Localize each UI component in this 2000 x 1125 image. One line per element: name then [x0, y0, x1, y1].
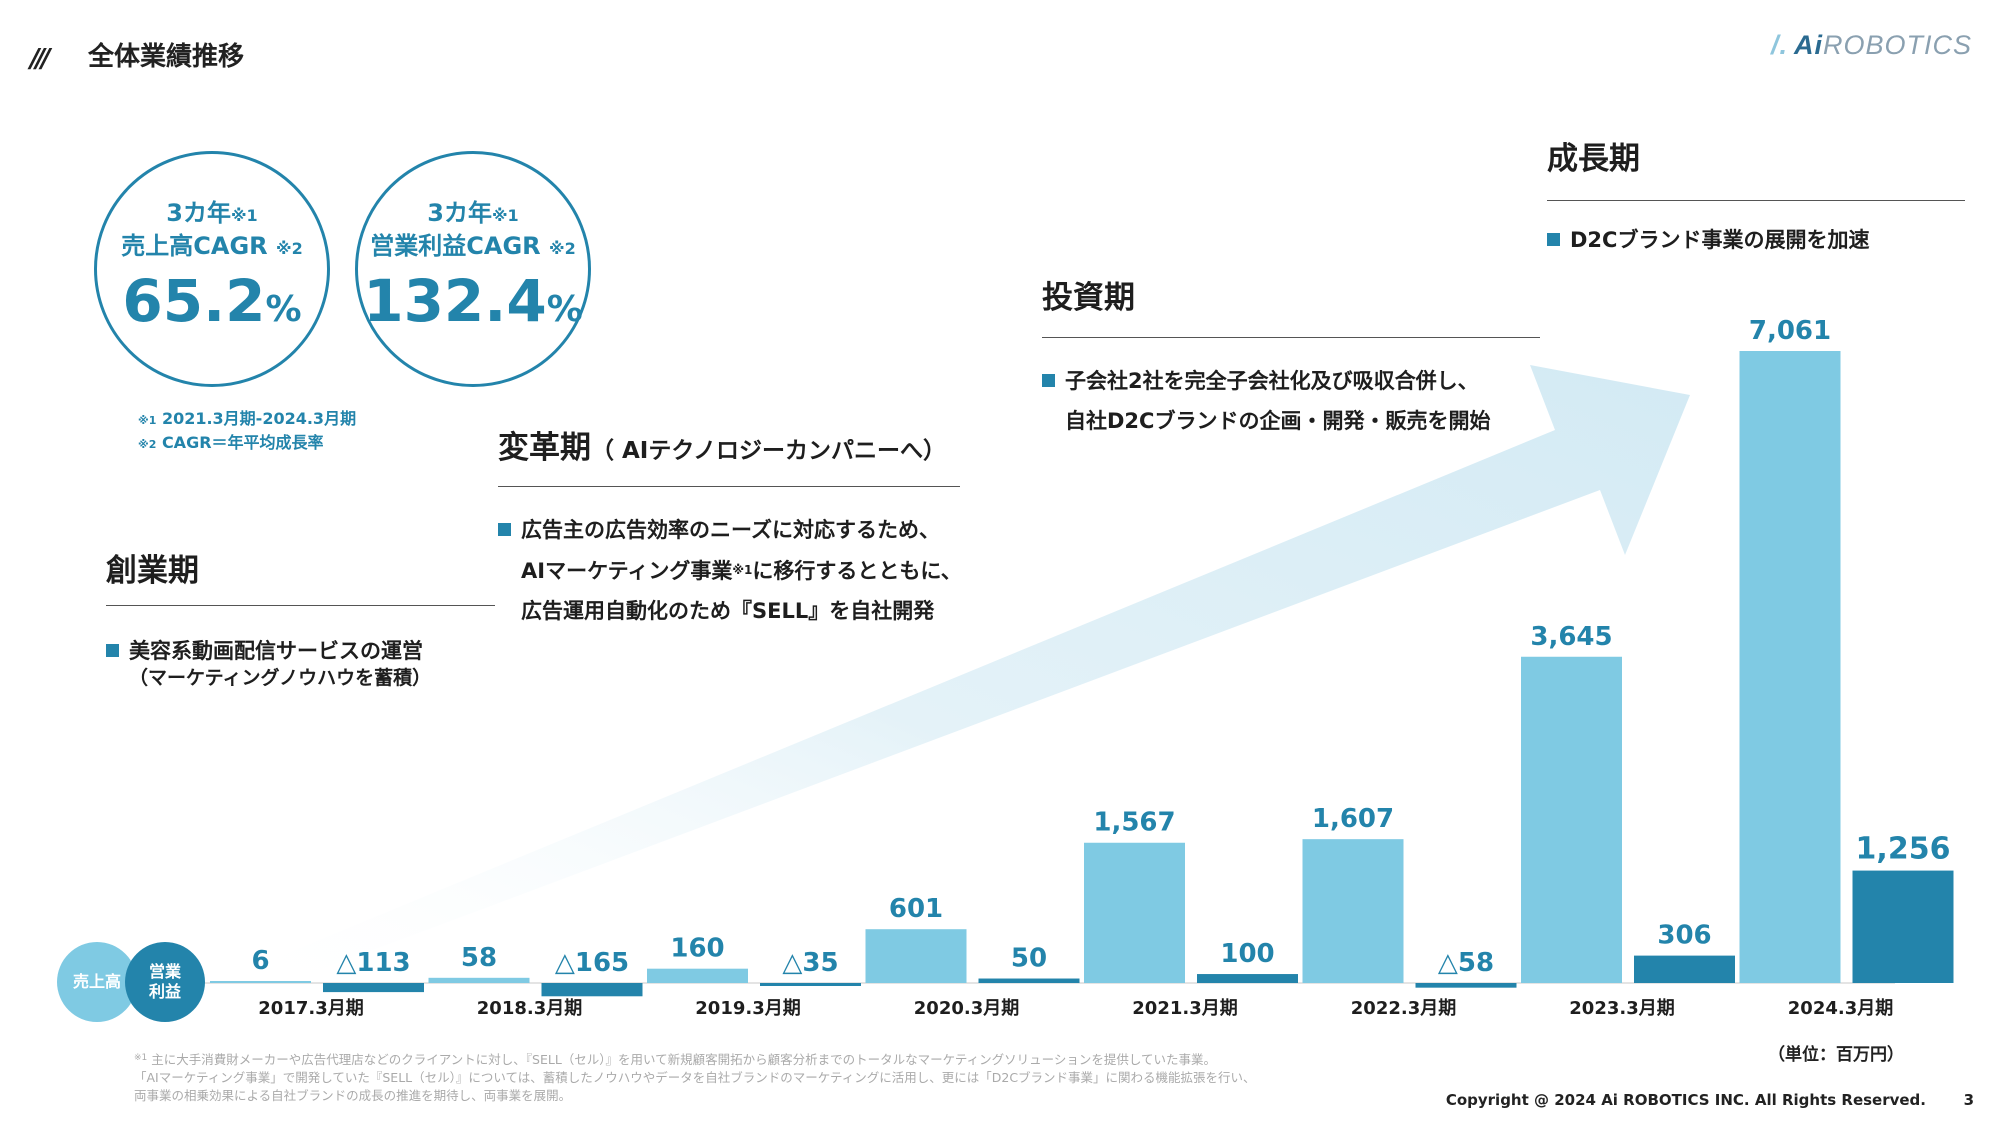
phase-divider	[106, 605, 495, 606]
company-logo: /. AiROBOTICS	[1770, 30, 1972, 60]
sales-bar	[865, 929, 967, 983]
operating-profit-data-label: △165	[555, 948, 629, 978]
x-axis-tick-label: 2024.3月期	[1788, 998, 1893, 1019]
x-axis-tick-label: 2017.3月期	[258, 998, 363, 1019]
operating-profit-bar	[1415, 983, 1517, 988]
x-axis-tick-label: 2018.3月期	[477, 998, 582, 1019]
operating-profit-bar	[760, 983, 861, 986]
operating-profit-bar	[541, 983, 643, 997]
operating-profit-data-label: 1,256	[1856, 832, 1951, 867]
sales-bar	[1521, 656, 1622, 983]
phase-divider	[1042, 337, 1540, 338]
footnote: ※1 主に大手消費財メーカーや広告代理店などのクライアントに対し、『SELL（セ…	[134, 1052, 1256, 1103]
x-axis-tick-label: 2022.3月期	[1351, 998, 1456, 1019]
legend-sales: 売上高	[57, 942, 137, 1022]
x-axis-tick-label: 2021.3月期	[1132, 998, 1237, 1019]
sales-bar	[1302, 839, 1404, 983]
phase-desc-founding: 美容系動画配信サービスの運営 （マーケティングノウハウを蓄積）	[106, 638, 431, 692]
operating-profit-bar	[1634, 955, 1735, 983]
operating-profit-bar	[323, 983, 424, 993]
sales-bar	[647, 968, 748, 983]
cagr-notes: ※1 2021.3月期-2024.3月期 ※2 CAGR＝年平均成長率	[138, 409, 357, 452]
operating-profit-data-label: △113	[336, 948, 410, 978]
page-title: 全体業績推移	[88, 42, 245, 72]
operating-profit-data-label: △58	[1438, 948, 1494, 978]
phase-title-transformation: 変革期（ AIテクノロジーカンパニーへ）	[498, 430, 946, 466]
phase-title-investment: 投資期	[1042, 280, 1135, 316]
sales-data-label: 1,607	[1312, 804, 1394, 834]
bullet-square-icon	[1042, 374, 1055, 387]
phase-title-growth: 成長期	[1547, 141, 1640, 177]
operating-profit-data-label: △35	[782, 948, 838, 978]
sales-bar	[428, 977, 530, 983]
operating-profit-data-label: 306	[1657, 921, 1711, 951]
profit-cagr-badge: 3カ年※1 営業利益CAGR ※2 132.4%	[355, 151, 591, 387]
bullet-square-icon	[498, 523, 511, 536]
x-axis-tick-label: 2020.3月期	[914, 998, 1019, 1019]
sales-data-label: 160	[670, 934, 724, 964]
sales-data-label: 58	[461, 943, 497, 973]
header-mark: ///	[30, 44, 50, 74]
sales-data-label: 7,061	[1749, 316, 1831, 346]
operating-profit-bar	[1852, 870, 1954, 983]
sales-bar	[1084, 842, 1185, 983]
phase-divider	[1547, 200, 1965, 201]
x-axis-tick-label: 2023.3月期	[1569, 998, 1674, 1019]
bullet-square-icon	[106, 644, 119, 657]
phase-title-founding: 創業期	[106, 553, 199, 589]
sales-cagr-badge: 3カ年※1 売上高CAGR ※2 65.2%	[94, 151, 330, 387]
phase-desc-transformation: 広告主の広告効率のニーズに対応するため、 AIマーケティング事業※1に移行すると…	[498, 510, 962, 631]
operating-profit-data-label: 50	[1011, 944, 1047, 974]
logo-mark: /.	[1770, 30, 1788, 60]
profit-cagr-value: 132.4	[363, 267, 547, 335]
phase-divider	[498, 486, 960, 487]
bullet-square-icon	[1547, 233, 1560, 246]
legend-operating-profit: 営業 利益	[125, 942, 205, 1022]
sales-data-label: 601	[889, 894, 943, 924]
sales-data-label: 6	[251, 946, 269, 976]
sales-data-label: 3,645	[1530, 622, 1612, 652]
x-axis-tick-label: 2019.3月期	[695, 998, 800, 1019]
operating-profit-data-label: 100	[1220, 939, 1274, 969]
phase-desc-growth: D2Cブランド事業の展開を加速	[1547, 220, 1869, 260]
page-number: 3	[1963, 1091, 1974, 1109]
operating-profit-bar	[1197, 974, 1298, 983]
unit-label: （単位：百万円）	[1768, 1045, 1904, 1065]
sales-data-label: 1,567	[1093, 808, 1175, 838]
sales-bar	[1739, 351, 1841, 983]
operating-profit-bar	[978, 978, 1080, 983]
sales-bar	[210, 981, 311, 983]
phase-desc-investment: 子会社2社を完全子会社化及び吸収合併し、 自社D2Cブランドの企画・開発・販売を…	[1042, 361, 1490, 441]
copyright: Copyright @ 2024 Ai ROBOTICS INC. All Ri…	[1445, 1091, 1926, 1109]
sales-cagr-value: 65.2	[122, 267, 266, 335]
